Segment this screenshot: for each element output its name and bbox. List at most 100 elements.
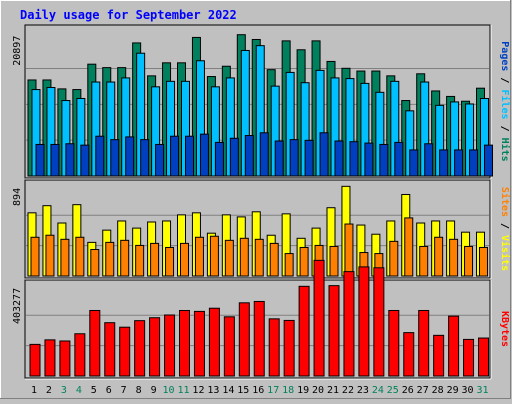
x-tick-label: 8	[136, 385, 142, 396]
x-tick-label: 9	[151, 385, 157, 396]
kbytes-series-label: KBytes	[499, 311, 510, 347]
kbytes-bar-kbytes	[298, 285, 310, 377]
x-tick-label: 27	[417, 385, 429, 396]
kbytes-max-label: 403277	[12, 288, 23, 324]
kbytes-bar-kbytes	[388, 309, 400, 377]
hits-files-pages-bar-pages	[409, 149, 419, 177]
x-tick-label: 25	[387, 385, 399, 396]
sites-visits-bar-sites	[30, 236, 40, 277]
x-tick-label: 1	[31, 385, 37, 396]
kbytes-bar-kbytes	[89, 309, 101, 377]
kbytes-bar-kbytes	[313, 259, 325, 377]
sites-visits-bar-sites	[329, 245, 339, 277]
sites-visits-bar-sites	[165, 246, 175, 277]
x-tick-label: 15	[237, 385, 249, 396]
x-axis-labels: 1 2 3 4 5 6 7 8 9 10 11 12 13 14 15 16 17 18 19 20 21 22 23 24 2…	[31, 385, 489, 396]
kbytes-bar-kbytes	[74, 333, 86, 377]
hits-files-pages-bar-pages	[65, 143, 75, 177]
kbytes-bar-kbytes	[448, 315, 460, 377]
kbytes-bar-kbytes	[104, 322, 116, 377]
chart-title: Daily usage for September 2022	[20, 8, 237, 22]
sites-visits-bar-sites	[209, 235, 219, 277]
x-tick-label: 22	[342, 385, 354, 396]
sites-visits-bar-sites	[449, 238, 459, 277]
x-tick-label: 12	[192, 385, 204, 396]
hits-files-pages-bar-pages	[199, 133, 209, 177]
kbytes-bar-kbytes	[253, 300, 265, 377]
kbytes-bar-kbytes	[343, 271, 355, 377]
hits-files-pages-bar-pages	[110, 139, 120, 177]
x-tick-label: 7	[121, 385, 127, 396]
sites-visits-bar-sites	[269, 242, 279, 277]
kbytes-bar-kbytes	[29, 343, 41, 377]
x-tick-label: 11	[177, 385, 189, 396]
sites-visits-bar-sites	[75, 236, 85, 277]
x-tick-label: 20	[312, 385, 324, 396]
x-tick-label: 3	[61, 385, 67, 396]
x-tick-label: 23	[357, 385, 369, 396]
sites-visits-bar-sites	[419, 245, 429, 277]
hits-files-pages-bar-pages	[424, 143, 434, 177]
series-label-part: Pages	[499, 41, 510, 71]
x-tick-label: 17	[267, 385, 279, 396]
sites-visits-max-label: 894	[12, 188, 23, 206]
sites-visits-bar-sites	[150, 242, 160, 277]
x-tick-label: 21	[327, 385, 339, 396]
sites-visits-bar-sites	[194, 236, 204, 277]
sites-visits-bar-sites	[434, 236, 444, 277]
sites-visits-panel: 894 Sites / Visits	[12, 179, 511, 280]
hits-files-pages-bar-pages	[439, 149, 449, 177]
kbytes-bar-kbytes	[149, 317, 161, 377]
x-tick-label: 26	[402, 385, 414, 396]
kbytes-bar-kbytes	[164, 314, 176, 377]
series-label-part: KBytes	[499, 311, 510, 347]
x-tick-label: 31	[476, 385, 488, 396]
kbytes-bar-kbytes	[373, 267, 385, 377]
hits-files-pages-bar-pages	[304, 139, 314, 177]
x-tick-label: 13	[207, 385, 219, 396]
hits-files-pages-bar-pages	[349, 141, 359, 177]
hits-files-pages-bar-pages	[140, 139, 150, 177]
hits-files-pages-bar-pages	[229, 137, 239, 177]
sites-visits-bar-sites	[299, 246, 309, 277]
hits-files-pages-bar-pages	[185, 135, 194, 177]
x-tick-label: 19	[297, 385, 309, 396]
sites-visits-bar-sites	[60, 238, 70, 277]
kbytes-bar-kbytes	[463, 338, 475, 377]
x-tick-label: 4	[76, 385, 82, 396]
kbytes-bar-kbytes	[59, 340, 71, 377]
x-tick-label: 16	[252, 385, 264, 396]
x-tick-label: 18	[282, 385, 294, 396]
hits-files-pages-bar-pages	[170, 135, 180, 177]
x-tick-label: 6	[106, 385, 112, 396]
kbytes-bar-kbytes	[134, 320, 146, 377]
hits-files-pages-bar-pages	[95, 135, 105, 177]
hits-files-pages-bar-pages	[244, 135, 254, 177]
kbytes-bar-kbytes	[283, 319, 295, 377]
hits-files-pages-bar-pages	[484, 144, 493, 177]
kbytes-bar-kbytes	[478, 337, 489, 377]
hits-files-pages-bar-pages	[274, 140, 284, 177]
sites-visits-bar-sites	[180, 242, 189, 277]
hits-files-pages-bar-pages	[289, 139, 299, 177]
sites-visits-bar-sites	[90, 249, 100, 277]
series-label-part: /	[499, 217, 510, 235]
kbytes-bar-kbytes	[403, 332, 415, 377]
x-tick-label: 14	[222, 385, 234, 396]
x-tick-label: 2	[46, 385, 52, 396]
x-tick-label: 10	[163, 385, 175, 396]
kbytes-bar-kbytes	[328, 285, 340, 377]
kbytes-bar-kbytes	[223, 316, 235, 377]
series-label-part: Hits	[499, 138, 511, 162]
sites-visits-series-label: Sites / Visits	[499, 187, 511, 271]
hits-files-pages-bar-pages	[35, 143, 45, 177]
x-tick-label: 29	[447, 385, 459, 396]
sites-visits-bar-sites	[224, 239, 234, 277]
series-label-part: Files	[499, 89, 511, 119]
kbytes-bar-kbytes	[268, 318, 280, 377]
x-tick-label: 5	[91, 385, 97, 396]
series-label-part: /	[499, 120, 510, 138]
sites-visits-bar-sites	[404, 217, 414, 277]
